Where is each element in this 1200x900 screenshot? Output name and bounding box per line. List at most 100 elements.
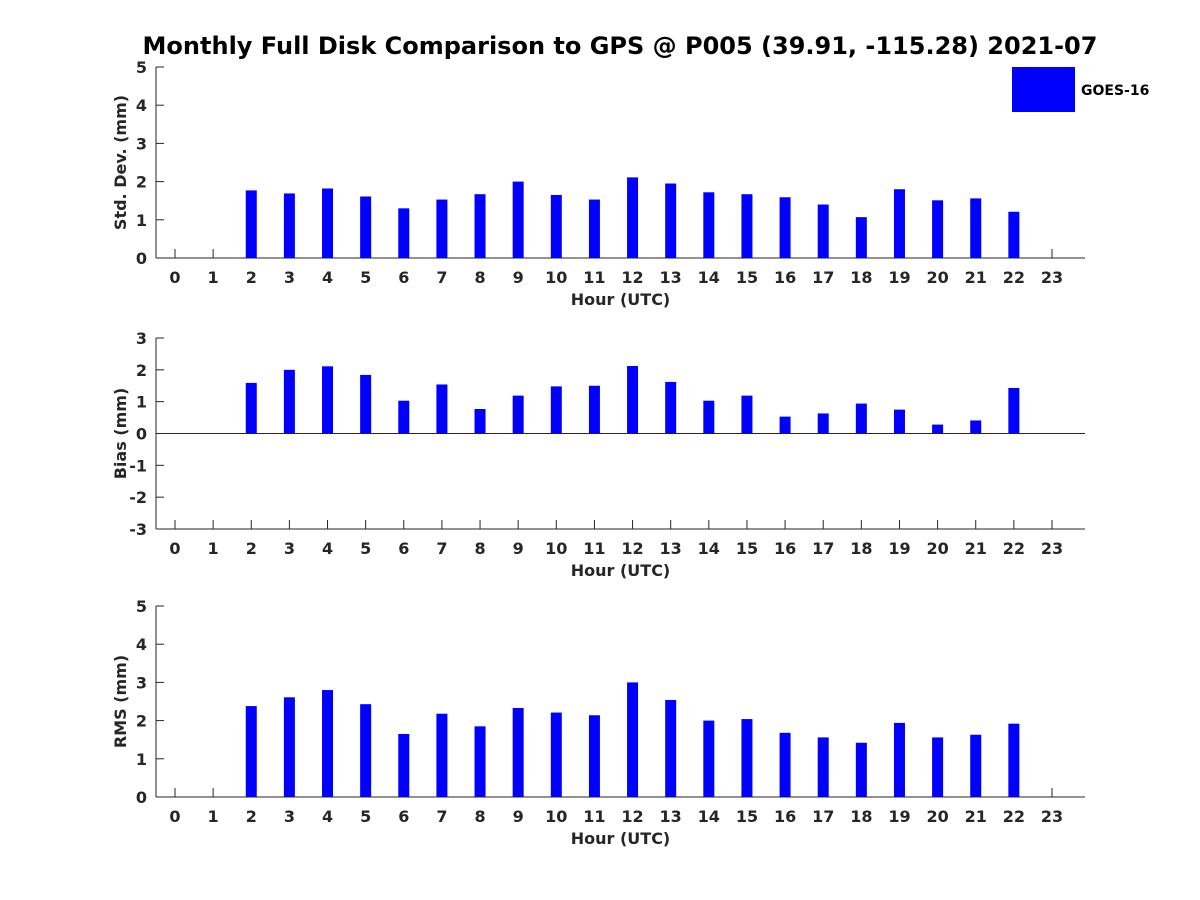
bar-hour-16	[779, 732, 791, 797]
x-tick-label: 9	[513, 268, 524, 287]
x-axis-label: Hour (UTC)	[571, 829, 671, 848]
y-tick-label: 5	[136, 597, 147, 616]
bar-hour-17	[817, 737, 829, 797]
y-axis-label: Std. Dev. (mm)	[111, 95, 130, 230]
x-tick-label: 3	[284, 268, 295, 287]
y-tick-label: 2	[136, 361, 147, 380]
bar-hour-4	[322, 366, 334, 434]
x-tick-label: 7	[436, 807, 447, 826]
x-tick-label: 2	[246, 268, 257, 287]
x-tick-label: 18	[850, 807, 872, 826]
x-tick-label: 6	[398, 807, 409, 826]
x-tick-label: 12	[621, 268, 643, 287]
x-tick-label: 16	[774, 268, 796, 287]
y-axis-label: RMS (mm)	[111, 655, 130, 748]
bar-hour-18	[855, 217, 867, 258]
bar-hour-14	[703, 720, 715, 797]
y-tick-label: 4	[136, 96, 147, 115]
x-tick-label: 13	[660, 268, 682, 287]
x-tick-label: 16	[774, 807, 796, 826]
x-tick-label: 7	[436, 268, 447, 287]
y-tick-label: -3	[129, 520, 147, 539]
bar-hour-21	[970, 198, 982, 258]
x-tick-label: 3	[284, 539, 295, 558]
x-tick-label: 1	[208, 268, 219, 287]
bar-hour-9	[512, 181, 524, 258]
y-tick-label: 3	[136, 134, 147, 153]
x-tick-label: 23	[1041, 268, 1063, 287]
x-tick-label: 2	[246, 807, 257, 826]
bar-hour-19	[893, 189, 905, 258]
x-tick-label: 8	[474, 807, 485, 826]
y-tick-label: 3	[136, 329, 147, 348]
legend-label: GOES-16	[1081, 83, 1149, 99]
bar-hour-7	[436, 384, 448, 434]
bar-hour-15	[741, 395, 753, 434]
x-tick-label: 21	[965, 807, 987, 826]
x-tick-label: 15	[736, 268, 758, 287]
x-tick-label: 6	[398, 268, 409, 287]
bar-hour-20	[932, 200, 944, 258]
x-tick-label: 14	[698, 807, 720, 826]
y-tick-label: 2	[136, 173, 147, 192]
y-tick-label: 4	[136, 635, 147, 654]
bar-hour-7	[436, 713, 448, 797]
y-tick-label: 2	[136, 712, 147, 731]
bar-hour-14	[703, 400, 715, 434]
bar-hour-21	[970, 420, 982, 434]
legend-swatch	[1012, 67, 1075, 112]
x-tick-label: 9	[513, 539, 524, 558]
x-tick-label: 20	[926, 268, 948, 287]
y-tick-label: -1	[129, 456, 147, 475]
bar-hour-18	[855, 403, 867, 434]
x-tick-label: 21	[965, 268, 987, 287]
x-tick-label: 22	[1003, 268, 1025, 287]
x-tick-label: 15	[736, 539, 758, 558]
x-tick-label: 19	[888, 539, 910, 558]
bar-hour-5	[360, 704, 372, 797]
x-tick-label: 6	[398, 539, 409, 558]
x-tick-label: 21	[965, 539, 987, 558]
x-tick-label: 13	[660, 807, 682, 826]
bar-hour-10	[550, 712, 562, 797]
x-tick-label: 18	[850, 268, 872, 287]
bar-hour-18	[855, 742, 867, 797]
x-tick-label: 4	[322, 268, 333, 287]
y-axis-label: Bias (mm)	[111, 388, 130, 480]
x-tick-label: 10	[545, 268, 567, 287]
bar-hour-20	[932, 424, 944, 434]
x-tick-label: 13	[660, 539, 682, 558]
bar-hour-13	[665, 699, 677, 797]
bar-hour-6	[398, 400, 410, 434]
x-tick-label: 17	[812, 807, 834, 826]
x-tick-label: 2	[246, 539, 257, 558]
x-tick-label: 17	[812, 268, 834, 287]
x-tick-label: 11	[583, 807, 605, 826]
y-tick-label: 0	[136, 249, 147, 268]
legend: GOES-16	[1012, 67, 1149, 112]
bar-hour-2	[245, 706, 257, 797]
x-tick-label: 20	[926, 807, 948, 826]
bar-hour-4	[322, 188, 334, 258]
x-tick-label: 14	[698, 268, 720, 287]
bar-hour-19	[893, 409, 905, 434]
x-tick-label: 10	[545, 807, 567, 826]
bar-hour-11	[588, 715, 600, 797]
x-tick-label: 17	[812, 539, 834, 558]
x-axis-label: Hour (UTC)	[571, 290, 671, 309]
bar-hour-21	[970, 734, 982, 797]
x-tick-label: 12	[621, 539, 643, 558]
x-tick-label: 11	[583, 539, 605, 558]
x-tick-label: 4	[322, 539, 333, 558]
x-axis-label: Hour (UTC)	[571, 561, 671, 580]
y-tick-label: 0	[136, 788, 147, 807]
bar-hour-13	[665, 381, 677, 434]
bar-hour-3	[283, 193, 295, 258]
bar-hour-3	[283, 697, 295, 797]
x-tick-label: 11	[583, 268, 605, 287]
y-tick-label: 1	[136, 750, 147, 769]
x-tick-label: 23	[1041, 539, 1063, 558]
